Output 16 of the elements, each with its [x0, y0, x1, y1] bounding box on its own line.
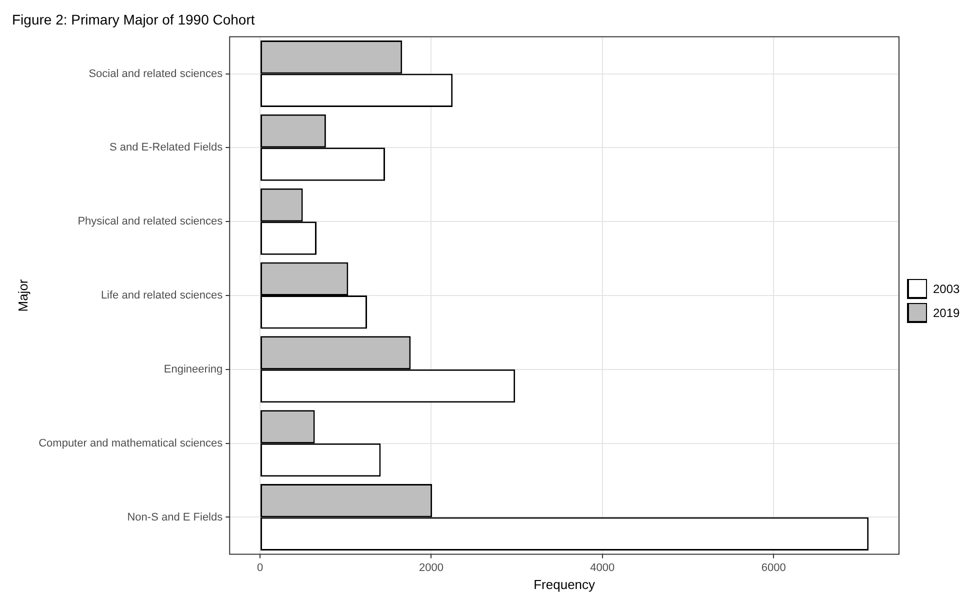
x-tick-label: 6000: [761, 562, 786, 574]
y-tick-label: Life and related sciences: [100, 290, 224, 302]
chart-title: Figure 2: Primary Major of 1990 Cohort: [12, 11, 255, 28]
y-tick-label: S and E-Related Fields: [110, 142, 224, 154]
legend-label: 2019: [933, 306, 960, 320]
x-tick-label: 4000: [590, 562, 615, 574]
x-axis-title: Frequency: [534, 576, 596, 592]
x-tick-label: 0: [256, 562, 264, 574]
y-tick-label: Computer and mathematical sciences: [38, 437, 224, 450]
y-tick-label: Engineering: [164, 363, 223, 376]
y-tick-label: Social and related sciences: [88, 68, 224, 80]
legend-label: 2003: [933, 282, 960, 296]
y-axis-title: Major: [15, 278, 30, 312]
x-tick-label: 2000: [418, 562, 444, 574]
y-tick-label: Non-S and E Fields: [127, 511, 224, 524]
y-tick-label: Physical and related sciences: [78, 216, 224, 228]
